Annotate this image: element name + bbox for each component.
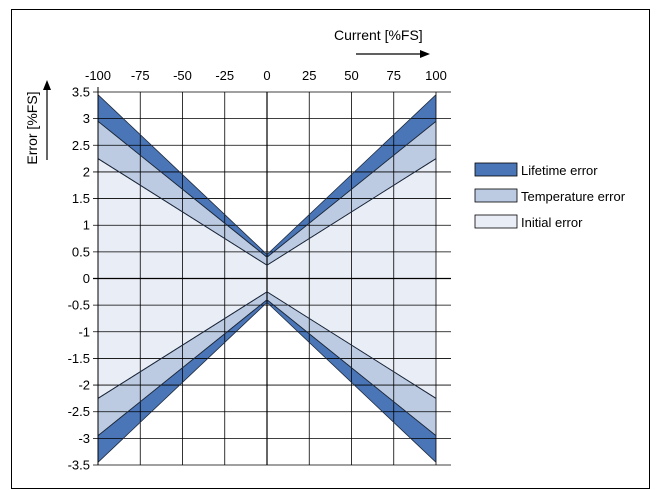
y-tick-label: 2 — [83, 164, 90, 179]
legend-label: Initial error — [521, 215, 583, 230]
legend: Lifetime error Temperature error Initial e… — [474, 162, 626, 230]
x-tick-label: 75 — [387, 68, 401, 83]
x-tick-label: 25 — [302, 68, 316, 83]
y-tick-label: -3 — [78, 431, 90, 446]
band-edges — [97, 94, 437, 463]
y-tick-label: 0 — [83, 271, 90, 286]
x-tick-label: 50 — [344, 68, 358, 83]
y-tick-label: 1.5 — [72, 191, 90, 206]
y-tick-label: -1.5 — [68, 351, 90, 366]
legend-label: Temperature error — [521, 189, 626, 204]
band-temperature-error-negative — [98, 291, 436, 436]
y-tick-label: 0.5 — [72, 244, 90, 259]
x-tick-label: -50 — [173, 68, 192, 83]
x-tick-label: 0 — [263, 68, 270, 83]
band-edge — [97, 301, 437, 463]
grid-lines — [93, 91, 451, 466]
band-edge — [97, 158, 437, 266]
tick-labels: -100 -75 -50 -25 0 25 50 75 100 3.5 3 2.5 2 1.5 1 0.5 0 -… — [68, 68, 447, 473]
legend-label: Lifetime error — [521, 163, 598, 178]
legend-swatch — [474, 214, 518, 229]
y-tick-label: 1 — [83, 218, 90, 233]
x-tick-label: -100 — [85, 68, 111, 83]
y-tick-label: -2.5 — [68, 404, 90, 419]
x-tick-label: -25 — [215, 68, 234, 83]
y-axis-label: Error [%FS] — [24, 91, 40, 164]
x-axis-label: Current [%FS] — [334, 27, 423, 43]
y-tick-label: -3.5 — [68, 458, 90, 473]
y-tick-label: 3 — [83, 111, 90, 126]
band-edge — [97, 299, 437, 437]
x-tick-label: 100 — [425, 68, 447, 83]
y-tick-label: 3.5 — [72, 85, 90, 100]
y-tick-label: 2.5 — [72, 138, 90, 153]
legend-swatch — [474, 188, 518, 203]
band-edge — [97, 94, 437, 256]
band-edge — [97, 291, 437, 399]
x-tick-label: -75 — [131, 68, 150, 83]
band-edge — [97, 120, 437, 258]
y-axis-arrowhead — [43, 80, 51, 90]
y-tick-label: -0.5 — [68, 298, 90, 313]
error-chart: -100 -75 -50 -25 0 25 50 75 100 3.5 3 2.5 2 1.5 1 0.5 0 -… — [24, 27, 626, 473]
x-axis-arrowhead — [420, 50, 430, 58]
chart-frame: -100 -75 -50 -25 0 25 50 75 100 3.5 3 2.5 2 1.5 1 0.5 0 -… — [11, 9, 650, 489]
y-tick-label: -1 — [78, 324, 90, 339]
legend-swatch — [474, 162, 518, 177]
band-temperature-error-positive — [98, 121, 436, 266]
axis-labels: Current [%FS] Error [%FS] — [24, 27, 430, 165]
y-tick-label: -2 — [78, 378, 90, 393]
